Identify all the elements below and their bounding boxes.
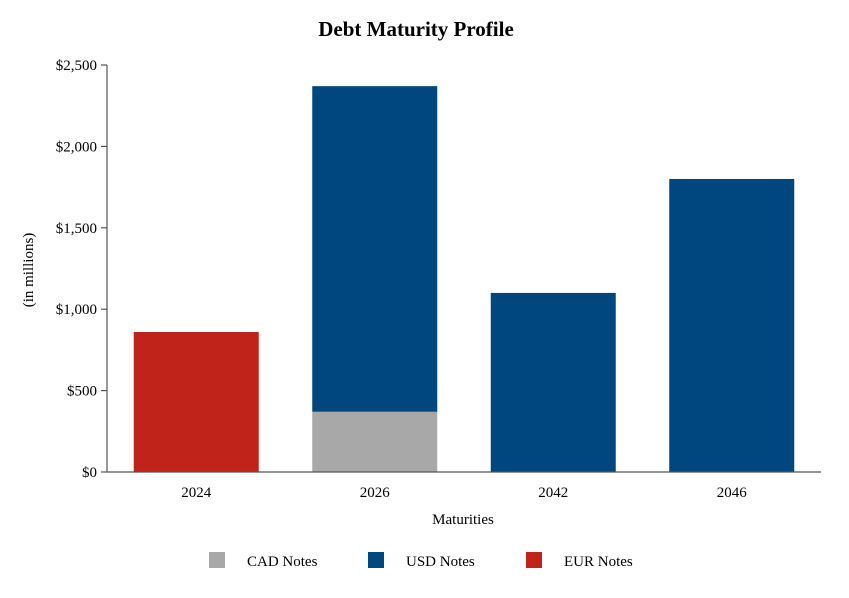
legend-label-cad-notes: CAD Notes	[247, 554, 318, 570]
legend-swatch-cad-notes	[209, 552, 225, 568]
x-tick-label: 2026	[360, 485, 391, 501]
x-tick-label: 2046	[717, 485, 748, 501]
bar-usd-notes-2026	[312, 86, 438, 412]
y-axis: $0 $500 $1,000 $1,500 $2,000 $2,500	[56, 58, 108, 481]
y-tick-label: $0	[82, 465, 97, 481]
x-tick-label: 2042	[538, 485, 568, 501]
x-axis: 2024 2026 2042 2046	[107, 471, 821, 501]
y-tick-label: $2,000	[56, 139, 97, 155]
chart-title: Debt Maturity Profile	[318, 17, 514, 41]
y-tick-label: $500	[67, 384, 97, 400]
bar-usd-notes-2046	[669, 178, 795, 472]
legend-label-eur-notes: EUR Notes	[564, 554, 633, 570]
y-tick-label: $1,000	[56, 302, 97, 318]
x-axis-label: Maturities	[432, 512, 494, 528]
legend-swatch-eur-notes	[526, 552, 542, 568]
legend: CAD Notes USD Notes EUR Notes	[209, 552, 633, 570]
legend-swatch-usd-notes	[368, 552, 384, 568]
x-tick-label: 2024	[181, 485, 212, 501]
bar-cad-notes-2026	[312, 411, 438, 472]
y-tick-label: $2,500	[56, 58, 97, 74]
bar-usd-notes-2042	[490, 292, 616, 472]
bars	[133, 86, 795, 472]
legend-label-usd-notes: USD Notes	[406, 554, 475, 570]
y-tick-label: $1,500	[56, 221, 97, 237]
bar-eur-notes-2024	[133, 331, 259, 472]
y-axis-label: (in millions)	[21, 233, 37, 308]
